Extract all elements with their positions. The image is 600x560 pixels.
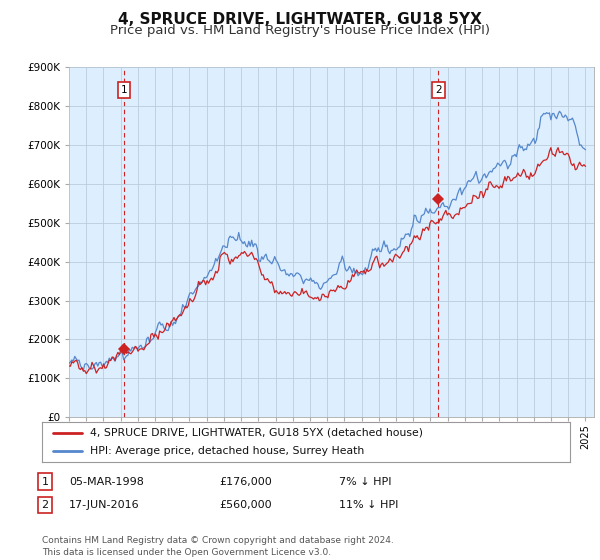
Text: 2: 2 — [435, 85, 442, 95]
Text: 1: 1 — [41, 477, 49, 487]
Text: 4, SPRUCE DRIVE, LIGHTWATER, GU18 5YX (detached house): 4, SPRUCE DRIVE, LIGHTWATER, GU18 5YX (d… — [89, 428, 422, 437]
Text: Price paid vs. HM Land Registry's House Price Index (HPI): Price paid vs. HM Land Registry's House … — [110, 24, 490, 36]
Text: 1: 1 — [121, 85, 127, 95]
Text: 4, SPRUCE DRIVE, LIGHTWATER, GU18 5YX: 4, SPRUCE DRIVE, LIGHTWATER, GU18 5YX — [118, 12, 482, 27]
Text: 7% ↓ HPI: 7% ↓ HPI — [339, 477, 391, 487]
Text: HPI: Average price, detached house, Surrey Heath: HPI: Average price, detached house, Surr… — [89, 446, 364, 456]
Text: 2: 2 — [41, 500, 49, 510]
Text: 05-MAR-1998: 05-MAR-1998 — [69, 477, 144, 487]
Text: Contains HM Land Registry data © Crown copyright and database right 2024.
This d: Contains HM Land Registry data © Crown c… — [42, 536, 394, 557]
Text: 17-JUN-2016: 17-JUN-2016 — [69, 500, 140, 510]
Text: £560,000: £560,000 — [219, 500, 272, 510]
Text: 11% ↓ HPI: 11% ↓ HPI — [339, 500, 398, 510]
Text: £176,000: £176,000 — [219, 477, 272, 487]
